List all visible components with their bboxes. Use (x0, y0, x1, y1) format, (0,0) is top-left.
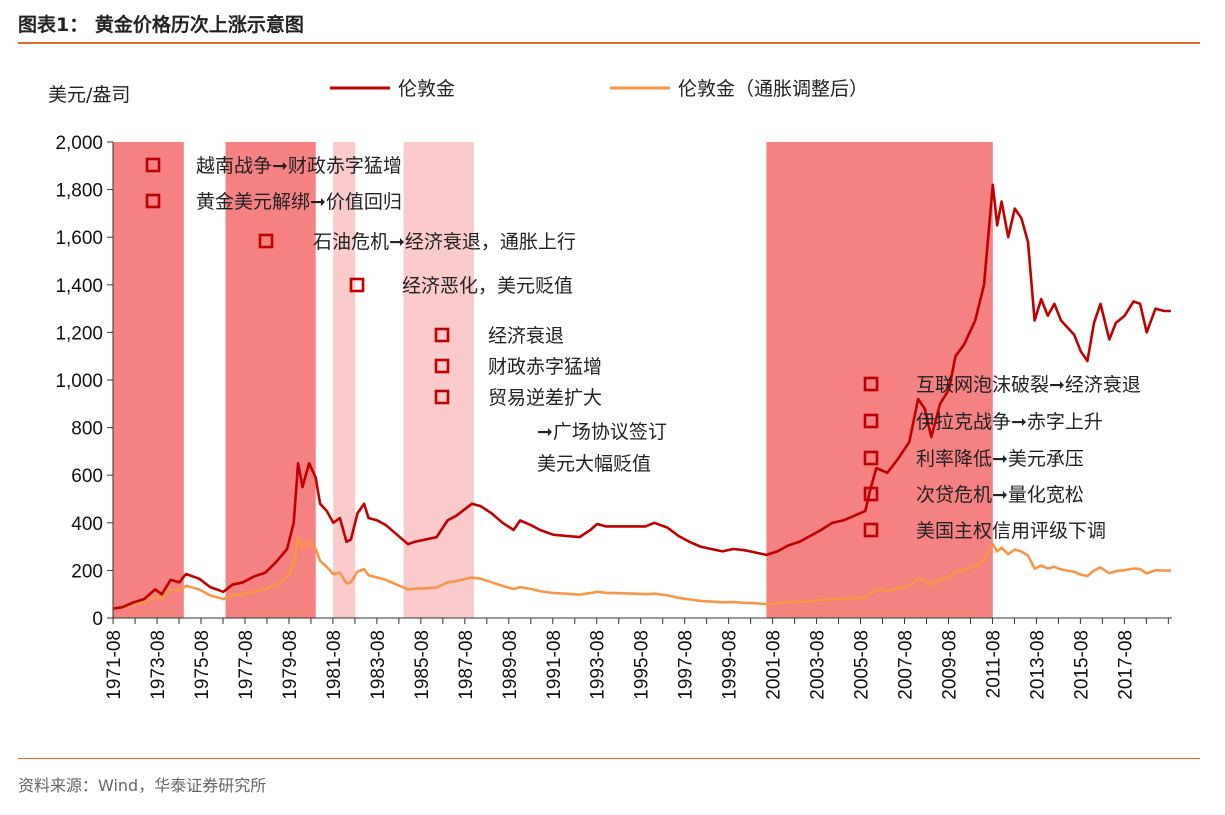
y-tick-label-1: 200 (71, 561, 103, 582)
annotation-text-6: 贸易逆差扩大 (488, 387, 602, 409)
y-tick-label-10: 2,000 (55, 133, 103, 154)
x-tick-label-22: 2015-08 (1071, 630, 1092, 700)
annotation-text-2: 石油危机➞经济衰退，通胀上行 (313, 231, 576, 253)
annotation-text-10: 伊拉克战争➞赤字上升 (916, 411, 1103, 433)
y-tick-label-5: 1,000 (55, 371, 103, 392)
annotation-text-11: 利率降低➞美元承压 (916, 448, 1084, 470)
annotation-text-7: ➞广场协议签订 (537, 421, 667, 443)
annotation-text-3: 经济恶化，美元贬值 (402, 275, 573, 297)
gold-price-chart: 0 200 400 600 800 1,000 1,200 1,400 1,600 1,800 2,… (55, 78, 1172, 700)
x-tick-label-9: 1989-08 (500, 630, 521, 700)
annotation-marker-11 (863, 450, 879, 466)
x-tick-label-5: 1981-08 (324, 630, 345, 700)
annotation-marker-0 (145, 157, 161, 173)
annotation-text-9: 互联网泡沫破裂➞经济衰退 (916, 374, 1141, 396)
source-rule (18, 758, 1200, 759)
series-line-1 (113, 535, 1171, 611)
shaded-period-2 (333, 142, 356, 618)
figure-title: 图表1： 黄金价格历次上涨示意图 (18, 14, 304, 36)
y-tick-label-2: 400 (71, 514, 103, 535)
annotation-marker-3 (349, 277, 365, 293)
annotation-text-12: 次贷危机➞量化宽松 (916, 484, 1084, 506)
x-tick-label-4: 1979-08 (280, 630, 301, 700)
source-note: 资料来源：Wind，华泰证券研究所 (18, 776, 267, 795)
y-tick-label-3: 600 (71, 466, 103, 487)
y-tick-label-9: 1,800 (55, 181, 103, 202)
legend-label-0: 伦敦金 (398, 78, 455, 100)
annotation-text-13: 美国主权信用评级下调 (916, 520, 1106, 542)
annotation-text-4: 经济衰退 (488, 325, 564, 347)
annotation-text-0: 越南战争➞财政赤字猛增 (196, 155, 402, 177)
shaded-period-3 (403, 142, 474, 618)
annotation-marker-9 (863, 376, 879, 392)
annotation-text-8: 美元大幅贬值 (537, 453, 651, 475)
y-tick-label-7: 1,400 (55, 276, 103, 297)
x-tick-label-19: 2009-08 (939, 630, 960, 700)
y-tick-label-6: 1,200 (55, 323, 103, 344)
x-tick-label-23: 2017-08 (1115, 630, 1136, 700)
annotation-marker-5 (434, 358, 450, 374)
title-rule (18, 42, 1200, 44)
y-tick-label-0: 0 (92, 609, 103, 630)
annotation-marker-6 (434, 389, 450, 405)
x-tick-label-6: 1983-08 (368, 630, 389, 700)
x-tick-label-1: 1973-08 (148, 630, 169, 700)
annotation-marker-13 (863, 522, 879, 538)
x-tick-label-0: 1971-08 (104, 630, 125, 700)
x-tick-label-7: 1985-08 (412, 630, 433, 700)
x-tick-label-15: 2001-08 (764, 630, 785, 700)
x-tick-label-10: 1991-08 (544, 630, 565, 700)
x-tick-label-20: 2011-08 (983, 630, 1004, 698)
y-axis-label: 美元/盎司 (48, 84, 131, 106)
shaded-period-1 (225, 142, 316, 618)
x-tick-label-14: 1999-08 (720, 630, 741, 700)
annotation-text-5: 财政赤字猛增 (488, 356, 602, 378)
x-tick-label-12: 1995-08 (632, 630, 653, 700)
legend-label-1: 伦敦金（通胀调整后） (678, 78, 868, 100)
annotation-text-1: 黄金美元解绑➞价值回归 (196, 191, 402, 213)
annotation-marker-10 (863, 413, 879, 429)
x-tick-label-21: 2013-08 (1027, 630, 1048, 700)
x-tick-label-11: 1993-08 (588, 630, 609, 700)
annotation-marker-12 (863, 486, 879, 502)
annotation-marker-2 (258, 233, 274, 249)
annotation-marker-1 (145, 193, 161, 209)
shaded-period-0 (113, 142, 184, 618)
x-tick-label-3: 1977-08 (236, 630, 257, 700)
annotation-marker-4 (434, 327, 450, 343)
x-tick-label-17: 2005-08 (852, 630, 873, 700)
x-tick-label-16: 2003-08 (808, 630, 829, 700)
x-tick-label-8: 1987-08 (456, 630, 477, 700)
series-line-0 (113, 183, 1171, 610)
x-tick-label-18: 2007-08 (896, 630, 917, 700)
x-tick-label-13: 1997-08 (676, 630, 697, 700)
y-tick-label-4: 800 (71, 419, 103, 440)
y-tick-label-8: 1,600 (55, 228, 103, 249)
x-tick-label-2: 1975-08 (192, 630, 213, 700)
